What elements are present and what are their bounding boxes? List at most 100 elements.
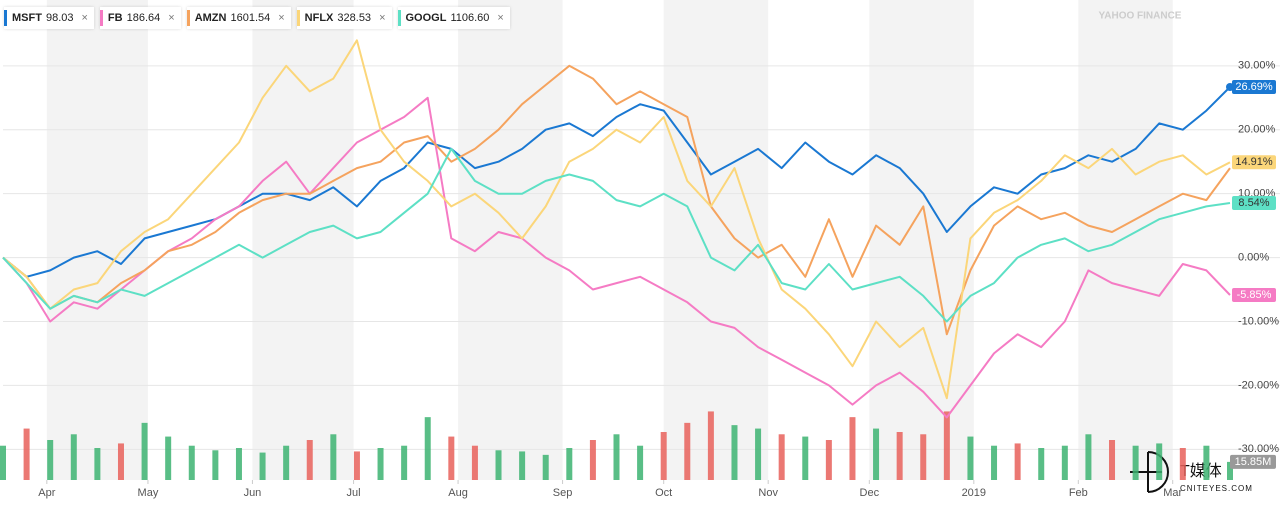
x-tick-label: Jun <box>244 487 262 499</box>
remove-button[interactable]: × <box>168 12 175 24</box>
volume-bar <box>1156 443 1163 480</box>
volume-bar <box>1179 448 1186 480</box>
volume-bar <box>589 440 596 480</box>
legend: MSFT 98.03 × FB 186.64 × AMZN 1601.54 × NFLX 328.5… <box>4 7 510 29</box>
volume-bar <box>1014 443 1021 480</box>
volume-bar <box>353 451 360 480</box>
volume-bar <box>141 422 148 480</box>
month-band <box>458 0 563 480</box>
x-tick-label: Sep <box>553 487 573 499</box>
y-tick-label: -20.00% <box>1238 379 1279 391</box>
volume-bar <box>849 417 856 480</box>
end-label-bg <box>1232 287 1276 302</box>
x-tick-label: Oct <box>655 487 672 499</box>
volume-bar <box>283 445 290 480</box>
volume-bar <box>802 436 809 480</box>
series-line <box>2 96 1231 419</box>
volume-bar <box>967 436 974 480</box>
legend-price: 328.53 <box>337 12 372 24</box>
legend-name: AMZN <box>194 12 227 24</box>
volume-bar <box>660 432 667 480</box>
month-band <box>869 0 974 480</box>
volume-bar <box>896 432 903 480</box>
volume-bar <box>424 417 431 480</box>
remove-button[interactable]: × <box>81 12 88 24</box>
remove-button[interactable]: × <box>497 12 504 24</box>
legend-name: GOOGL <box>405 12 447 24</box>
legend-swatch <box>296 10 300 26</box>
volume-bar <box>542 454 549 480</box>
volume-bar <box>731 425 738 480</box>
legend-entry[interactable]: MSFT 98.03 × <box>4 7 94 29</box>
volume-bar <box>306 440 313 480</box>
legend-entry[interactable]: NFLX 328.53 × <box>296 7 392 29</box>
volume-bar <box>117 443 124 480</box>
volume-bar <box>613 434 620 480</box>
volume-bar <box>330 434 337 480</box>
volume-label-bg <box>1230 454 1276 469</box>
volume-bar <box>1085 434 1092 480</box>
volume-bar <box>637 445 644 480</box>
month-band <box>1078 0 1173 480</box>
volume-bar <box>707 411 714 480</box>
legend-entry[interactable]: AMZN 1601.54 × <box>186 7 291 29</box>
legend-price: 186.64 <box>126 12 161 24</box>
volume-bar <box>1061 445 1068 480</box>
volume-bar <box>778 434 785 480</box>
end-label: 8.54% <box>1238 197 1269 209</box>
volume-bar <box>471 445 478 480</box>
watermark: YAHOO FINANCE <box>1099 11 1182 22</box>
x-tick-label: Feb <box>1069 487 1088 499</box>
month-band <box>663 0 769 480</box>
series-line <box>2 39 1231 400</box>
y-tick-label: 30.00% <box>1238 60 1276 72</box>
series-line <box>2 64 1231 336</box>
series-line <box>2 147 1231 323</box>
x-tick-label: Dec <box>860 487 880 499</box>
volume-bar <box>0 445 6 480</box>
volume-bar <box>377 448 384 480</box>
legend-price: 1106.60 <box>450 12 490 24</box>
legend-name: MSFT <box>12 12 42 24</box>
legend-entry[interactable]: GOOGL 1106.60 × <box>397 7 510 29</box>
end-label: 26.69% <box>1235 81 1273 93</box>
end-label-bg <box>1232 79 1276 94</box>
logo: T媒体 CNITEYES.COM <box>1130 451 1252 493</box>
volume-bar <box>47 440 54 480</box>
volume-bar <box>825 440 832 480</box>
volume-bar <box>94 448 101 480</box>
legend-price: 98.03 <box>45 12 74 24</box>
volume-bar <box>70 434 77 480</box>
end-label-bg <box>1232 195 1276 210</box>
volume-bar <box>991 445 998 480</box>
remove-button[interactable]: × <box>379 12 386 24</box>
month-band <box>46 0 148 480</box>
y-tick-label: 0.00% <box>1238 251 1269 263</box>
volume-bar <box>401 445 408 480</box>
legend-name: FB <box>107 12 123 24</box>
x-tick-label: 2019 <box>962 487 986 499</box>
y-tick-label: -30.00% <box>1238 443 1279 455</box>
remove-button[interactable]: × <box>278 12 285 24</box>
volume-bar <box>566 448 573 480</box>
volume-label: 15.85M <box>1235 456 1272 468</box>
volume-bar <box>23 428 30 480</box>
volume-bar <box>235 448 242 480</box>
end-label: 14.91% <box>1235 156 1273 168</box>
volume-bar <box>448 436 455 480</box>
volume-bar <box>684 422 691 480</box>
legend-entry[interactable]: FB 186.64 × <box>99 7 181 29</box>
legend-swatch <box>4 10 7 26</box>
volume-bar <box>212 450 219 480</box>
volume-bar <box>920 434 927 480</box>
logo-mark: T媒体 <box>1180 462 1222 480</box>
end-label-bg <box>1232 155 1276 170</box>
legend-swatch <box>186 10 190 26</box>
volume-bar <box>188 445 195 480</box>
legend-swatch <box>397 10 401 26</box>
x-tick-label: Aug <box>448 487 468 499</box>
x-tick-label: Apr <box>38 487 55 499</box>
x-tick-label: Mar <box>1163 487 1182 499</box>
